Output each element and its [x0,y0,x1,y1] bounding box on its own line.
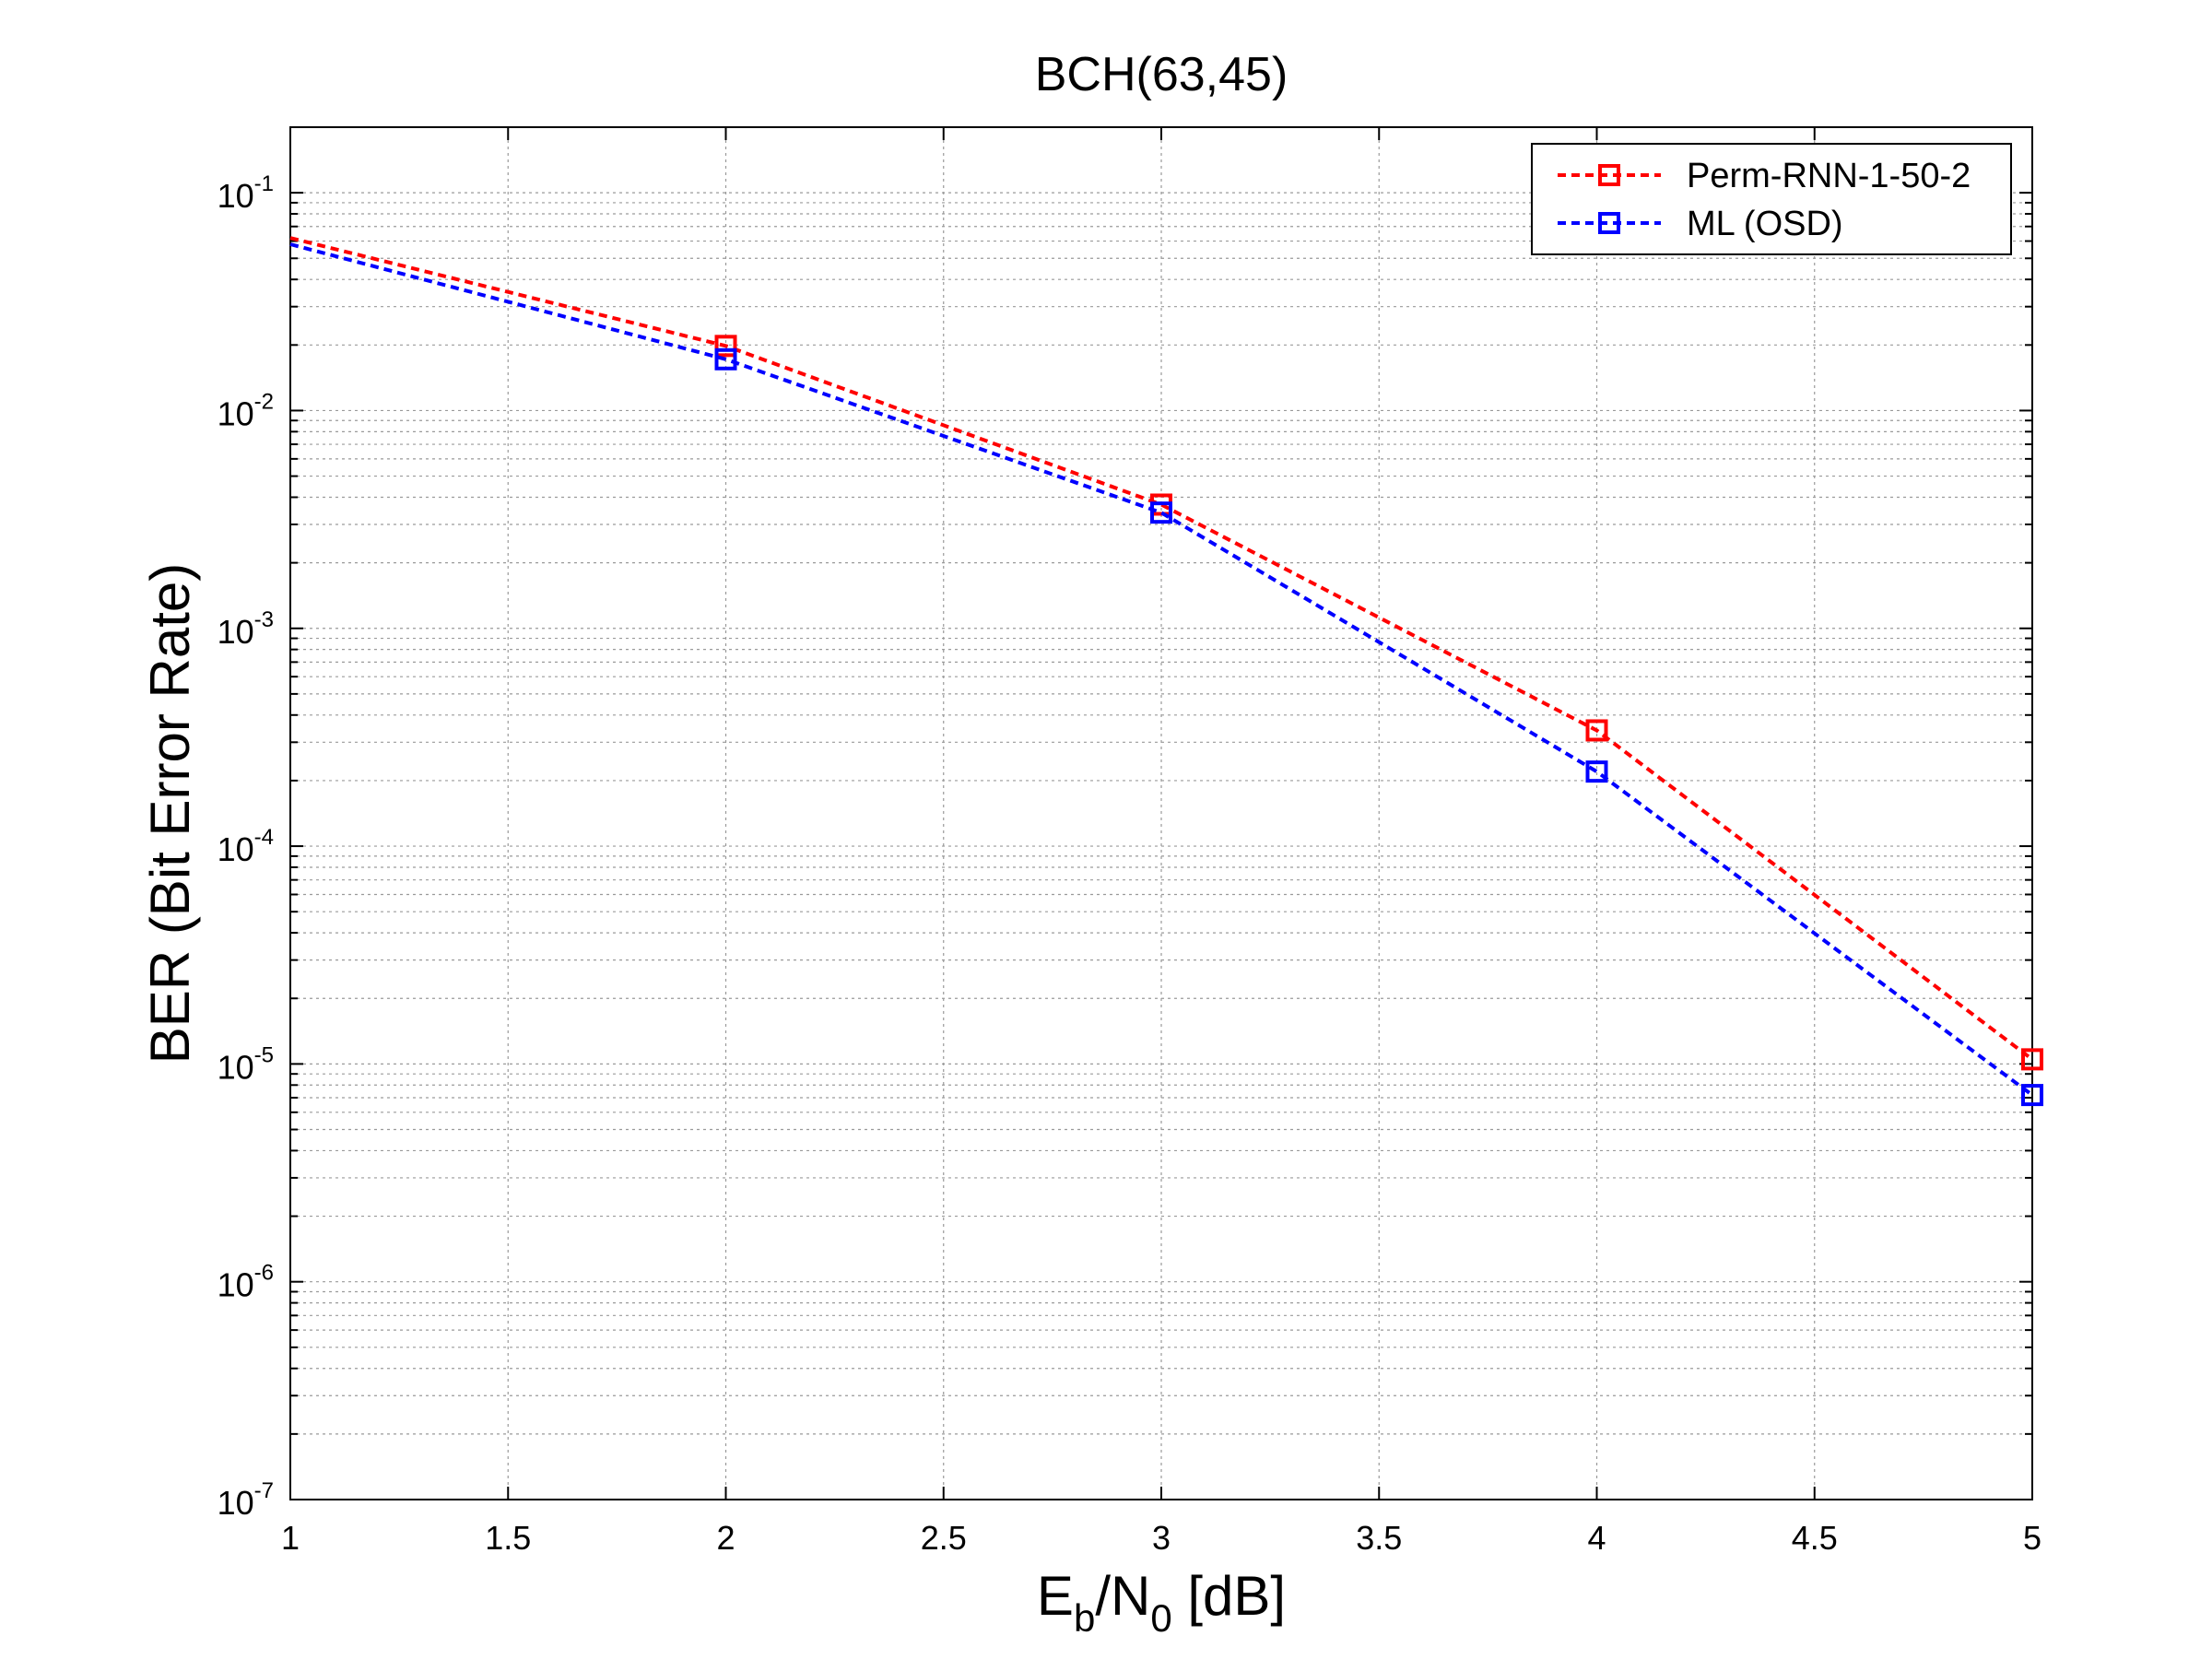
legend-label: ML (OSD) [1687,205,1843,243]
y-tick-label: 10-3 [218,607,274,651]
x-axis-label-mid: /N [1095,1565,1150,1627]
y-tick-label-exponent: -7 [254,1478,274,1503]
series-group [289,236,2043,1107]
x-tick-label: 3.5 [1356,1519,1402,1557]
y-tick-label-base: 10 [218,1048,254,1086]
legend-item-2: ML (OSD) [1558,205,1843,243]
x-axis-label: Eb/N0 [dB] [1037,1565,1286,1640]
y-tick-label: 10-6 [218,1261,274,1304]
grid [290,127,2032,1500]
data-point-marker [1585,760,1608,783]
y-tick-label: 10-5 [218,1042,274,1086]
y-tick-label: 10-7 [218,1478,274,1522]
legend-box [1531,143,2012,255]
x-tick-label: 4 [1587,1519,1606,1557]
y-tick-label: 10-4 [218,825,274,868]
axis-ticks: 1 1.5 2 2.5 3 3.5 4 4.5 510-110-210-310-410-510-… [218,127,2041,1557]
y-tick-label-base: 10 [218,1484,254,1522]
y-tick-label-exponent: -6 [254,1261,274,1286]
legend-marker [1598,212,1620,234]
legend: Perm-RNN-1-50-2 ML (OSD) [1531,143,2012,255]
y-tick-label-exponent: -3 [254,607,274,632]
data-point-marker [2021,1048,2043,1071]
y-tick-label-base: 10 [218,613,254,651]
y-tick-label: 10-2 [218,389,274,432]
x-axis-label-subscript-0: 0 [1150,1596,1171,1640]
data-point-marker [714,335,737,358]
data-point-marker [714,347,737,371]
legend-label: Perm-RNN-1-50-2 [1687,157,1971,195]
x-axis-label-main: E [1037,1565,1074,1627]
x-tick-label: 1.5 [485,1519,531,1557]
series-2 [289,242,2043,1107]
y-tick-label-exponent: -5 [254,1042,274,1067]
x-tick-label: 2 [716,1519,735,1557]
x-tick-label: 4.5 [1792,1519,1838,1557]
x-tick-label: 5 [2023,1519,2041,1557]
data-point-marker [2021,1084,2043,1107]
data-point-marker [1585,719,1608,742]
x-tick-label: 3 [1152,1519,1171,1557]
x-tick-label: 1 [281,1519,300,1557]
y-tick-label-base: 10 [218,1266,254,1304]
y-axis-label: BER (Bit Error Rate) [139,563,201,1064]
y-tick-label-base: 10 [218,830,254,868]
x-axis-label-subscript-b: b [1074,1596,1095,1640]
legend-item-1: Perm-RNN-1-50-2 [1558,157,1971,195]
y-tick-label: 10-1 [218,171,274,215]
x-axis-label-unit: [dB] [1172,1565,1286,1627]
x-tick-label: 2.5 [921,1519,967,1557]
y-tick-label-exponent: -2 [254,389,274,414]
data-point-marker [1150,501,1172,524]
y-tick-label-base: 10 [218,394,254,432]
y-tick-label-base: 10 [218,177,254,215]
chart-title: BCH(63,45) [1035,48,1288,101]
y-tick-label-exponent: -1 [254,171,274,196]
legend-marker [1598,164,1620,186]
y-tick-label-exponent: -4 [254,825,274,850]
